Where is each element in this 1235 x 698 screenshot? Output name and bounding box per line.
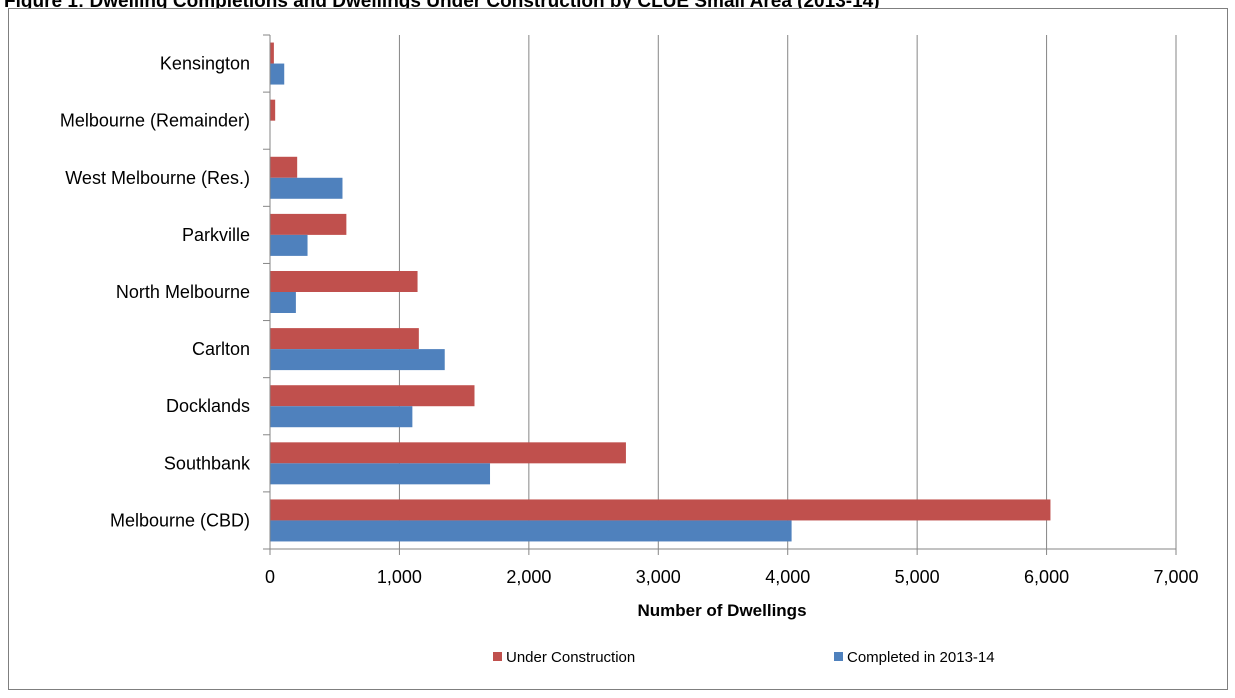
category-label: Carlton [192, 339, 250, 359]
legend-label: Under Construction [506, 649, 635, 666]
legend-label: Completed in 2013-14 [847, 649, 995, 666]
bar-completed [270, 63, 285, 85]
category-label: Melbourne (CBD) [110, 510, 250, 530]
category-label: Southbank [164, 453, 251, 473]
gridlines [398, 35, 1177, 549]
x-tick-label: 3,000 [636, 567, 681, 587]
x-tick-label: 0 [265, 567, 275, 587]
x-tick-label: 2,000 [506, 567, 551, 587]
bar-under-construction [270, 328, 419, 350]
bar-under-construction [270, 442, 626, 464]
legend-swatch [834, 652, 843, 661]
x-tick-label: 1,000 [377, 567, 422, 587]
bar-under-construction [270, 213, 347, 235]
bar-completed [270, 520, 792, 542]
bar-under-construction [270, 156, 298, 178]
category-label: North Melbourne [116, 282, 250, 302]
legend: Under Construction Completed in 2013-14 [493, 649, 995, 666]
x-tick-label: 4,000 [765, 567, 810, 587]
x-tick-label: 6,000 [1024, 567, 1069, 587]
bar-completed [270, 177, 343, 199]
category-label: Docklands [166, 396, 250, 416]
bars [270, 42, 1051, 542]
x-axis-title: Number of Dwellings [637, 601, 806, 620]
bar-completed [270, 349, 445, 371]
bar-under-construction [270, 42, 274, 64]
x-tick-label: 7,000 [1153, 567, 1198, 587]
category-label: Melbourne (Remainder) [60, 111, 250, 131]
category-labels: Melbourne (CBD) Southbank Docklands Carlton… [60, 54, 251, 531]
bar-completed [270, 406, 413, 428]
category-label: Parkville [182, 225, 250, 245]
axes [263, 34, 1177, 555]
legend-swatch [493, 652, 502, 661]
bar-under-construction [270, 385, 475, 407]
bar-under-construction [270, 499, 1051, 521]
category-label: West Melbourne (Res.) [65, 168, 250, 188]
x-tick-label: 5,000 [895, 567, 940, 587]
bar-completed [270, 292, 296, 313]
bar-completed [270, 234, 308, 256]
chart-frame [8, 8, 1228, 690]
x-tick-labels: 0 1,000 2,000 3,000 4,000 5,000 6,000 7,000 [265, 567, 1199, 587]
category-label: Kensington [160, 54, 250, 74]
bar-completed [270, 463, 491, 485]
bar-under-construction [270, 99, 276, 121]
bar-under-construction [270, 271, 418, 292]
